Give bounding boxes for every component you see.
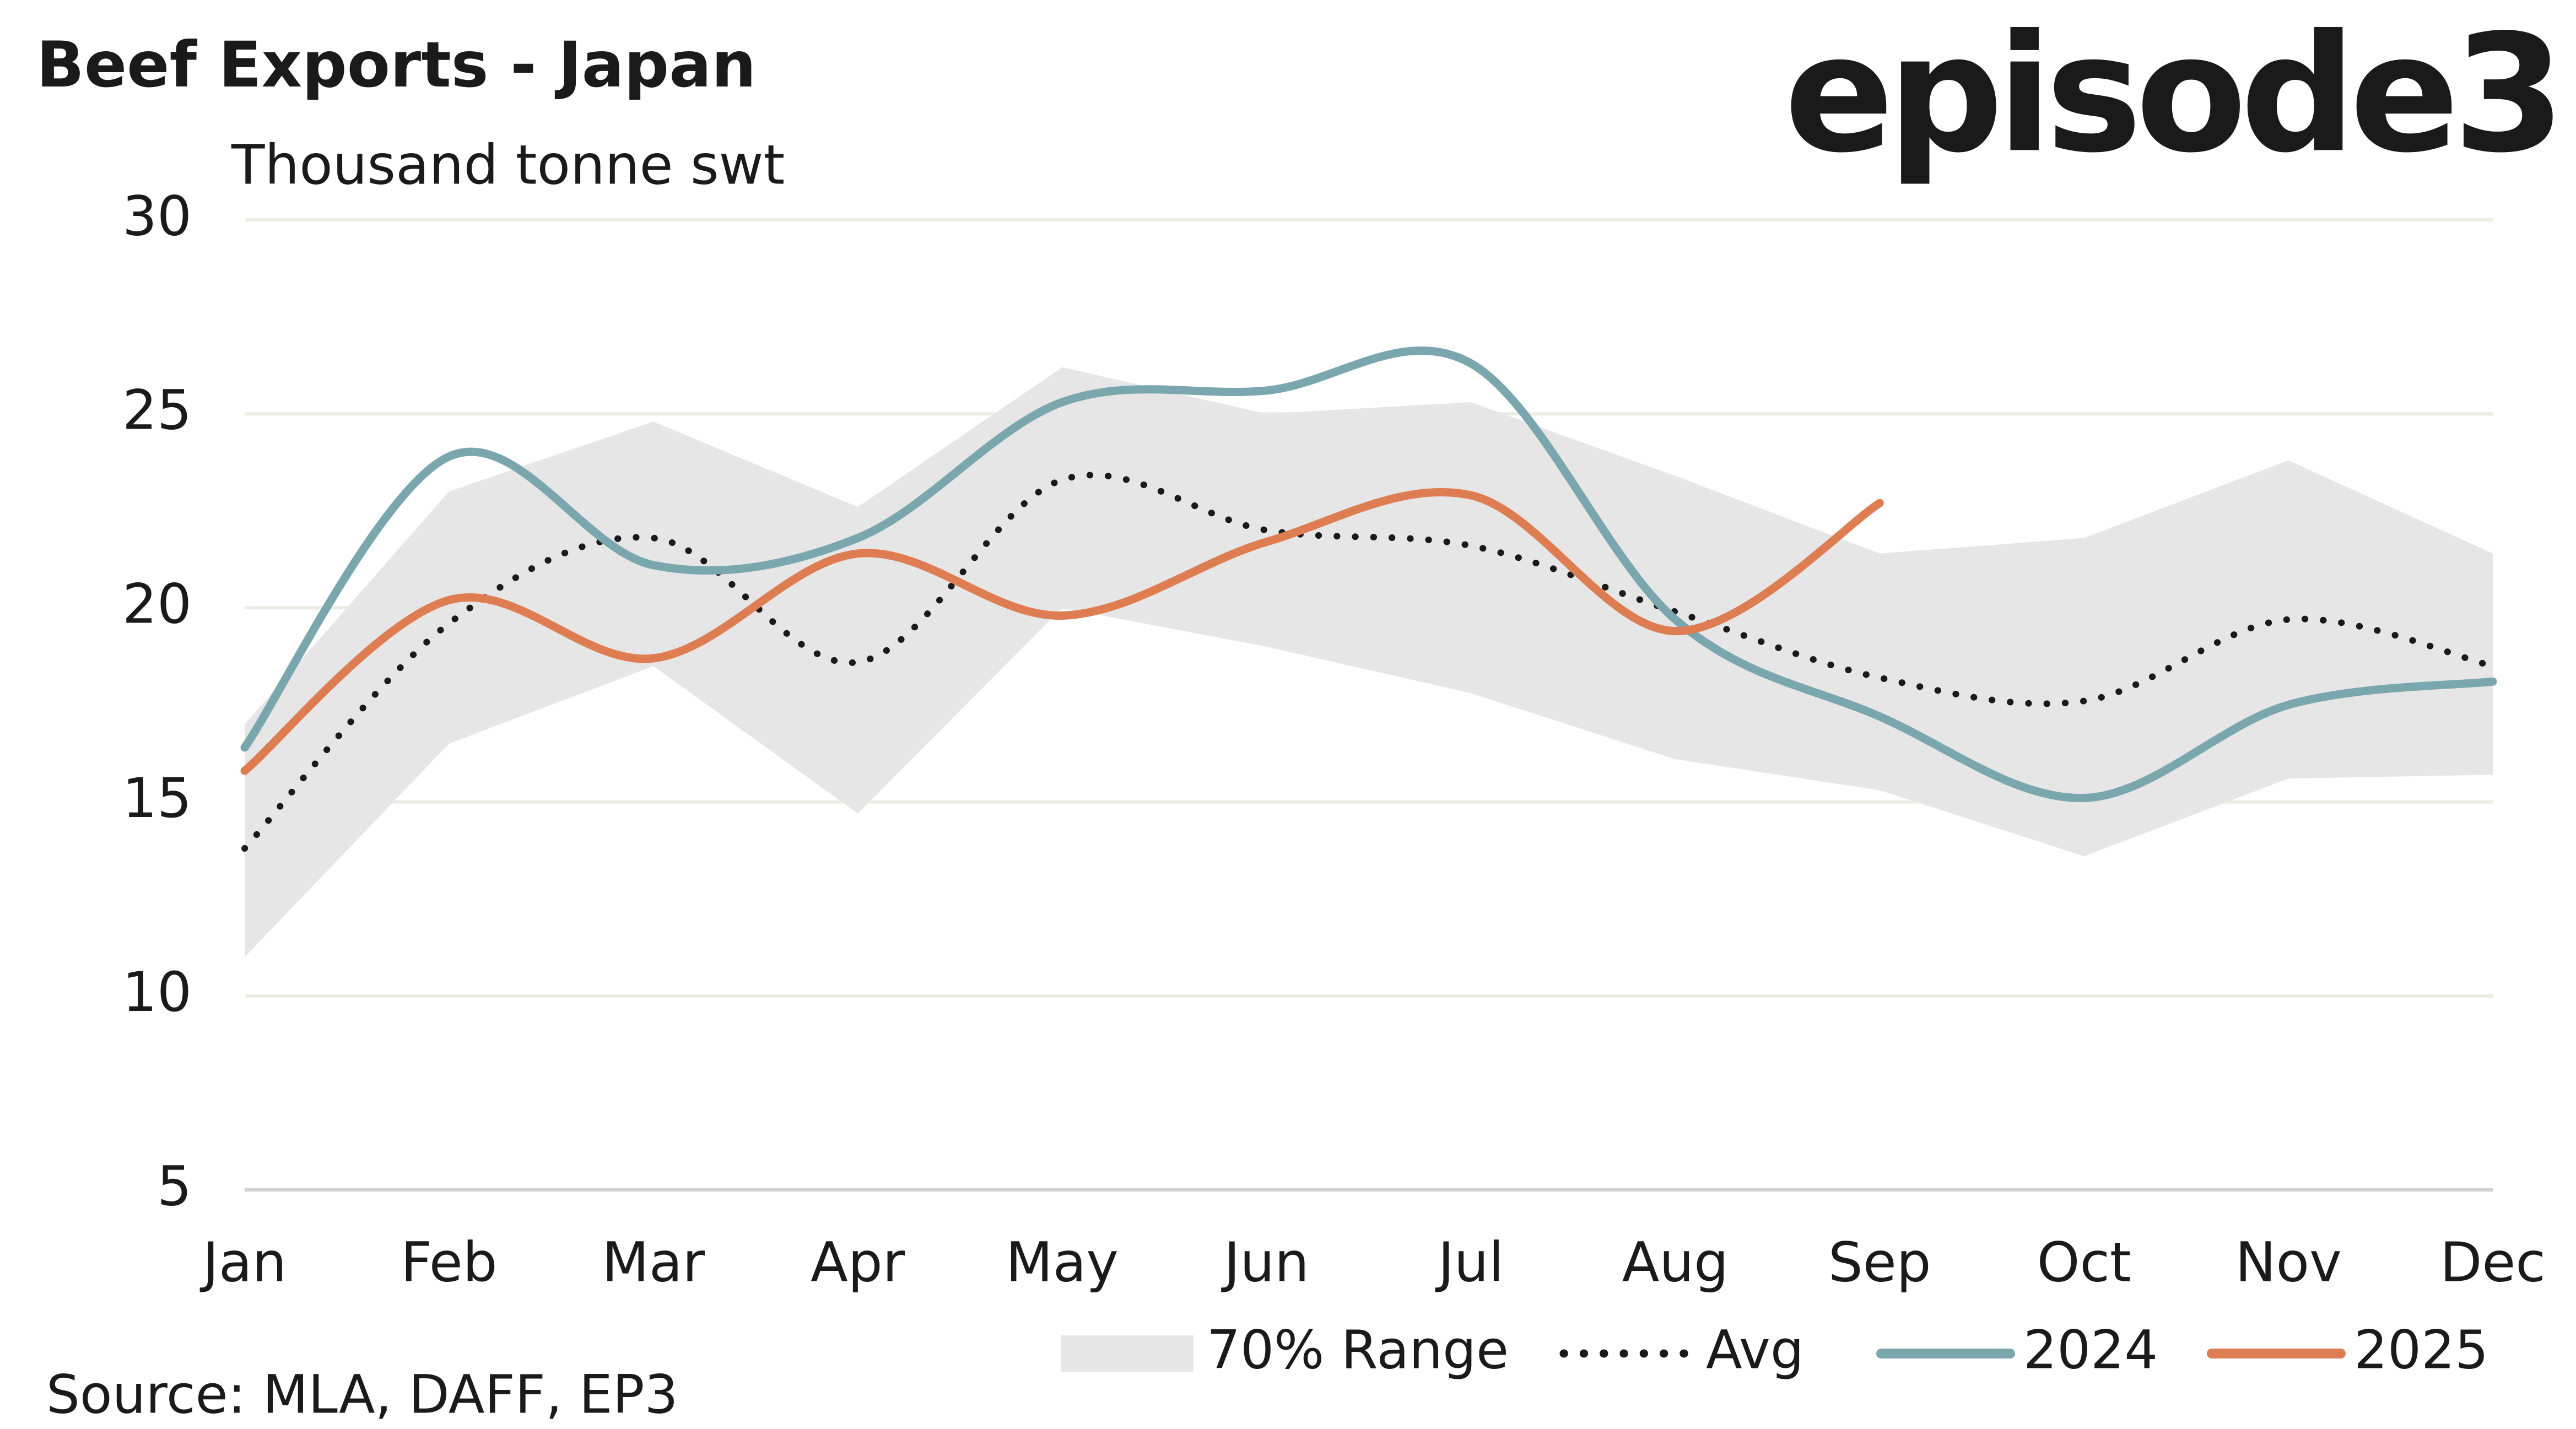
y-tick-label: 10: [122, 961, 192, 1024]
x-tick-label: Apr: [811, 1231, 905, 1294]
legend-swatch: [1061, 1335, 1194, 1372]
x-tick-label: Sep: [1828, 1231, 1931, 1294]
y-tick-label: 30: [122, 185, 192, 248]
series-line: [240, 346, 2497, 803]
brand-logo: episode3: [1784, 0, 2559, 188]
x-tick-label: Dec: [2440, 1231, 2546, 1294]
legend-label: Avg: [1706, 1319, 1804, 1381]
x-tick-label: Jun: [1221, 1231, 1309, 1294]
x-tick-label: Feb: [401, 1231, 497, 1294]
x-tick-label: Mar: [602, 1231, 705, 1294]
x-tick-label: Oct: [2037, 1231, 2131, 1294]
legend-label: 70% Range: [1207, 1319, 1509, 1381]
y-tick-label: 25: [122, 379, 192, 442]
legend-label: 2025: [2354, 1319, 2488, 1381]
axis-unit: Thousand tonne swt: [231, 133, 785, 197]
legend-label: 2024: [2023, 1319, 2158, 1381]
x-tick-label: Nov: [2235, 1231, 2341, 1294]
x-tick-label: Jan: [199, 1231, 287, 1294]
chart-title: Beef Exports - Japan: [36, 28, 756, 101]
y-tick-label: 20: [122, 573, 192, 636]
range-band: [245, 367, 2493, 957]
x-tick-label: Aug: [1622, 1231, 1729, 1294]
x-tick-label: May: [1006, 1231, 1119, 1294]
x-tick-label: Jul: [1435, 1231, 1504, 1294]
source-note: Source: MLA, DAFF, EP3: [46, 1363, 678, 1425]
series-line: [240, 488, 1884, 775]
y-tick-label: 15: [122, 767, 192, 830]
y-tick-label: 5: [157, 1155, 192, 1218]
